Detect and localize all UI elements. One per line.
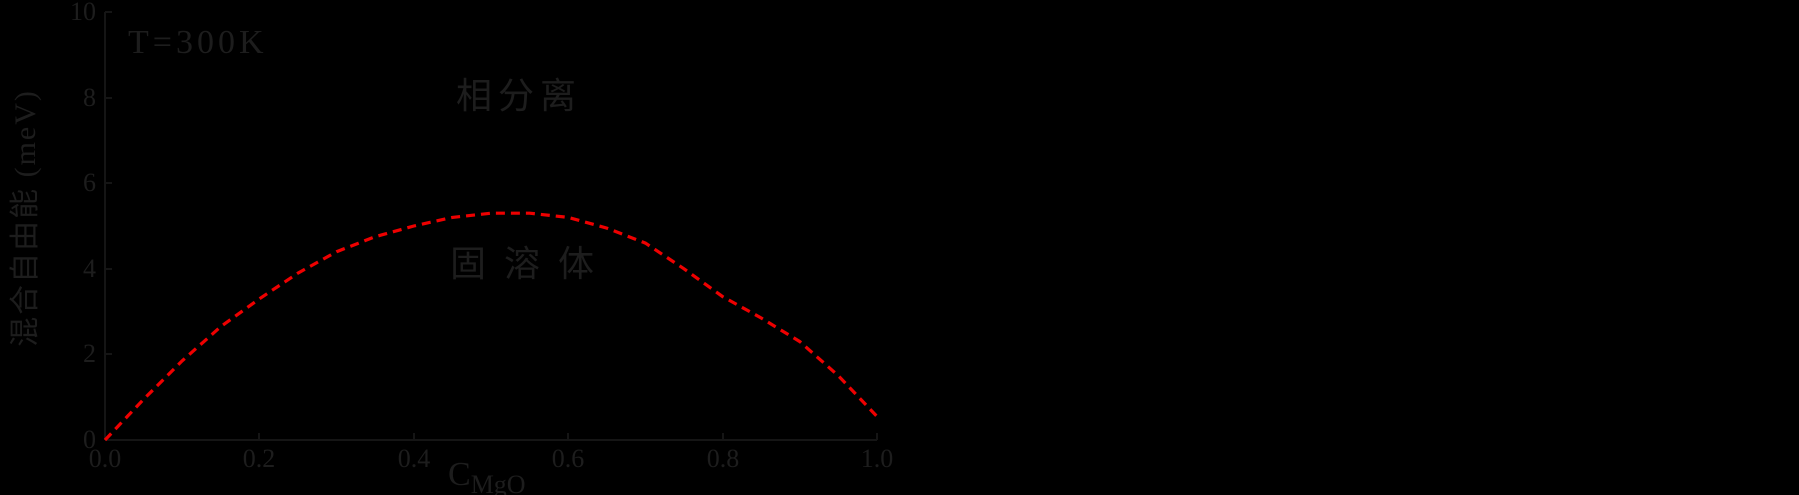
x-axis-label-base: C xyxy=(448,456,471,493)
x-tick-label-0.2: 0.2 xyxy=(242,444,276,473)
x-tick-label-0.4: 0.4 xyxy=(397,444,431,473)
solid-solution-annotation: 固溶体 xyxy=(450,244,613,284)
y-tick-label-6: 6 xyxy=(83,168,96,197)
axes-spines xyxy=(104,11,878,441)
y-axis-ticks xyxy=(105,11,112,441)
y-tick-label-10: 10 xyxy=(70,0,96,26)
y-tick-label-4: 4 xyxy=(83,254,96,283)
x-axis-label: CMgO xyxy=(448,458,526,495)
x-tick-label-0.0: 0.0 xyxy=(88,444,122,473)
phase-separation-annotation: 相分离 xyxy=(456,76,583,116)
x-tick-label-1.0: 1.0 xyxy=(860,444,894,473)
free-energy-curve xyxy=(103,211,879,442)
x-tick-label-0.6: 0.6 xyxy=(551,444,585,473)
x-tick-label-0.8: 0.8 xyxy=(706,444,740,473)
x-axis-ticks xyxy=(104,433,878,440)
y-tick-label-2: 2 xyxy=(83,339,96,368)
y-tick-label-0: 0 xyxy=(83,425,96,454)
y-tick-label-8: 8 xyxy=(83,83,96,112)
y-axis-label: 混合自由能 (meV) xyxy=(9,89,42,347)
x-axis-label-subscript: MgO xyxy=(470,469,526,495)
temperature-annotation: T=300K xyxy=(128,24,268,61)
